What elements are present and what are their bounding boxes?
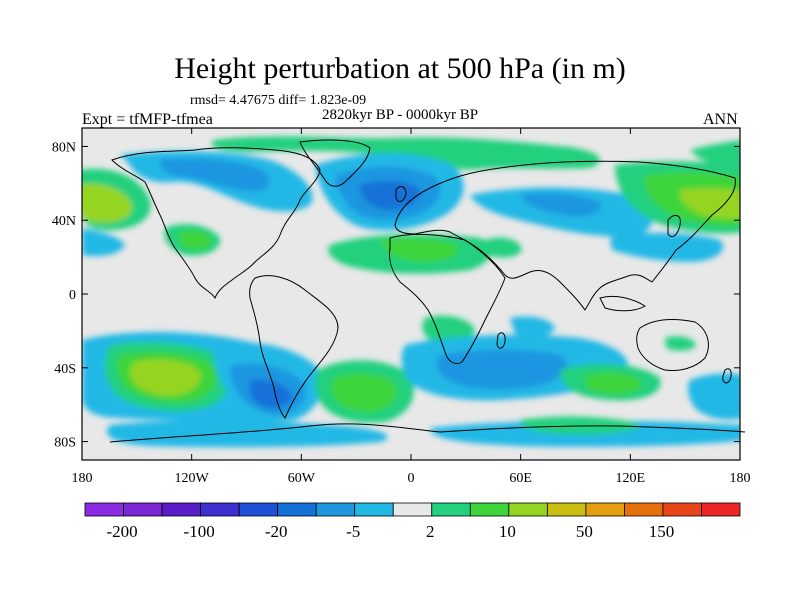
colorbar-swatch (277, 502, 317, 517)
colorbar-swatch (508, 502, 548, 517)
coast-britain (395, 186, 407, 202)
coast-new-zealand (722, 368, 732, 384)
contour-arctic-east-positive (690, 140, 740, 167)
contour-mexico-positive-inner (178, 230, 212, 250)
contour-sw-australia-positive-inner (584, 372, 642, 395)
x-axis-ticks: 180 120W 60W 0 60E 120E 180 (72, 128, 751, 486)
contour-npacific-negative (82, 228, 125, 257)
contour-japan-positive-inner (679, 187, 740, 219)
coastlines (109, 139, 746, 443)
colorbar-label: -200 (106, 522, 137, 541)
colorbar-swatch (585, 502, 625, 517)
colorbar-swatch (701, 502, 741, 517)
colorbar-swatch (315, 502, 356, 517)
x-tick-label: 120E (616, 471, 646, 486)
colorbar-swatch (84, 502, 124, 517)
contour-satlantic-positive-inner (331, 373, 397, 412)
y-tick-label: 40S (54, 362, 76, 377)
colorbar-swatch (392, 502, 433, 517)
coast-africa (389, 233, 506, 365)
coast-eurasia (394, 160, 736, 311)
rmsd-diff-stats: rmsd= 4.47675 diff= 1.823e-09 (190, 93, 367, 108)
period-label: 2820kyr BP - 0000kyr BP (322, 107, 479, 123)
contour-australia-positive (665, 336, 696, 351)
colorbar-label: 2 (426, 522, 435, 541)
colorbar-swatch (354, 502, 394, 517)
colorbar-swatch (546, 502, 587, 517)
coast-north-america (111, 147, 321, 300)
contour-sindian-negative-inner (436, 349, 567, 390)
colorbar-swatch (431, 502, 471, 517)
colorbar-label: 10 (499, 522, 516, 541)
coast-indonesia (599, 295, 646, 312)
colorbar: -200 -100 -20 -5 2 10 50 150 (84, 502, 741, 541)
contour-spacific-positive-inner (130, 359, 201, 396)
contour-arctic-positive (211, 136, 600, 170)
coast-madagascar (496, 332, 506, 349)
colorbar-label: -5 (346, 522, 360, 541)
x-tick-label: 120W (175, 471, 210, 486)
colorbar-swatch (624, 502, 664, 517)
coast-japan (667, 214, 681, 238)
contour-fields (82, 136, 740, 448)
y-tick-label: 80S (54, 436, 76, 451)
coast-antarctica (109, 423, 746, 443)
colorbar-swatch (200, 502, 240, 517)
colorbar-swatch (238, 502, 279, 517)
colorbar-swatch (123, 502, 163, 517)
contour-sahara-positive-inner (380, 238, 459, 262)
experiment-label: Expt = tfMFP-tfmea (82, 111, 213, 128)
contour-atlantic-negative-core (360, 180, 421, 210)
colorbar-swatch (469, 502, 510, 517)
y-tick-label: 80N (52, 140, 76, 155)
season-label: ANN (703, 111, 738, 128)
colorbar-label: -100 (184, 522, 215, 541)
y-tick-label: 40N (52, 214, 76, 229)
contour-antarctic-positive (106, 420, 388, 448)
colorbar-swatch (662, 502, 702, 517)
x-tick-label: 0 (408, 471, 415, 486)
contour-pacific-positive-inner (82, 183, 133, 223)
coast-australia (636, 319, 709, 371)
y-tick-label: 0 (69, 288, 76, 303)
colorbar-label: 50 (576, 522, 593, 541)
y-axis-ticks: 80N 40N 0 40S 80S (52, 140, 740, 451)
coast-south-america (249, 275, 339, 419)
contour-nwpacific-negative (610, 232, 724, 262)
colorbar-label: 150 (649, 522, 675, 541)
coast-greenland (299, 139, 371, 187)
x-tick-label: 60W (288, 471, 316, 486)
colorbar-swatch (161, 502, 201, 517)
contour-namerica-negative-inner (159, 158, 270, 192)
contour-indian-negative (510, 316, 555, 338)
contour-siberia-negative-inner (520, 192, 601, 217)
map-title: Height perturbation at 500 hPa (in m) (174, 52, 626, 85)
colorbar-label: -20 (265, 522, 288, 541)
x-tick-label: 60E (509, 471, 532, 486)
contour-arabian-positive (485, 237, 522, 258)
x-tick-label: 180 (730, 471, 751, 486)
contour-drake-negative-core (249, 379, 292, 409)
contour-tasman-negative (687, 373, 740, 420)
x-tick-label: 180 (72, 471, 93, 486)
